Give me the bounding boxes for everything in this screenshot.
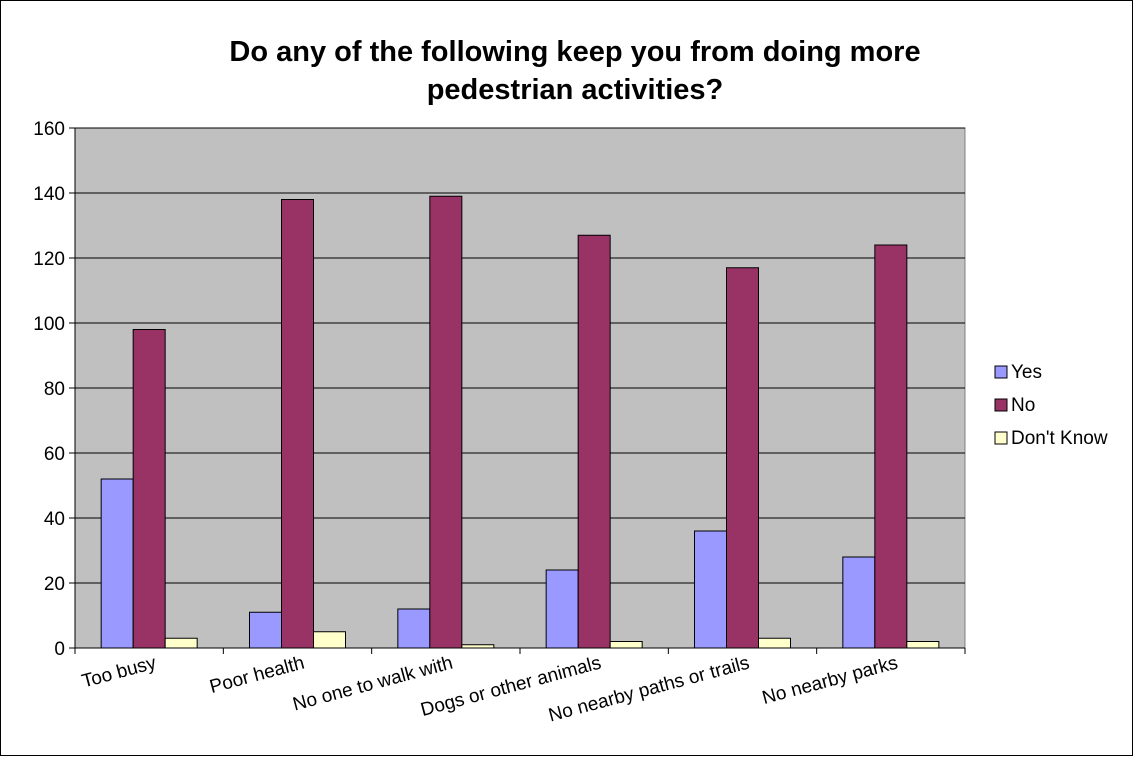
grid-lines [75, 127, 965, 584]
legend-swatch [994, 365, 1008, 379]
chart-title-line-2: pedestrian activities? [427, 74, 724, 106]
bar-don-t-know-dogs-or-other-animals [609, 641, 643, 649]
x-tick-label: No nearby parks [760, 653, 900, 709]
y-tick-label: 0 [54, 639, 65, 660]
bar-yes-dogs-or-other-animals [545, 569, 579, 649]
bars [100, 195, 940, 649]
bar-no-dogs-or-other-animals [577, 234, 611, 649]
y-tick-label: 40 [44, 509, 65, 530]
y-tick-label: 20 [44, 574, 65, 595]
x-tick-label: Too busy [80, 652, 159, 692]
y-tick-label: 100 [33, 314, 65, 335]
bar-don-t-know-no-nearby-parks [906, 641, 940, 649]
chart-title-line-1: Do any of the following keep you from do… [229, 36, 920, 68]
legend-swatch [994, 431, 1008, 445]
legend-swatch [994, 398, 1008, 412]
bar-no-no-nearby-parks [874, 244, 908, 649]
legend-label: Yes [1011, 362, 1042, 383]
bar-yes-poor-health [249, 611, 282, 649]
bar-don-t-know-no-nearby-paths-or-trails [758, 637, 791, 649]
bar-yes-no-one-to-walk-with [397, 608, 431, 649]
bar-yes-too-busy [100, 478, 134, 649]
y-tick-label: 120 [33, 249, 65, 270]
bar-no-no-nearby-paths-or-trails [726, 267, 759, 649]
y-tick-label: 80 [44, 379, 65, 400]
bar-no-poor-health [281, 199, 314, 649]
bar-no-too-busy [132, 329, 166, 649]
legend-label: Don't Know [1011, 428, 1108, 449]
bar-yes-no-nearby-paths-or-trails [694, 530, 727, 649]
legend: Yes No Don't Know [994, 362, 1108, 449]
bar-don-t-know-poor-health [313, 631, 346, 649]
y-tick-label: 160 [33, 119, 65, 140]
x-tick-label: Poor health [207, 653, 306, 698]
y-tick-label: 140 [33, 184, 65, 205]
bar-yes-no-nearby-parks [842, 556, 876, 649]
bar-don-t-know-too-busy [164, 637, 198, 649]
bar-no-no-one-to-walk-with [429, 195, 463, 649]
legend-label: No [1011, 395, 1035, 416]
y-tick-label: 60 [44, 444, 65, 465]
